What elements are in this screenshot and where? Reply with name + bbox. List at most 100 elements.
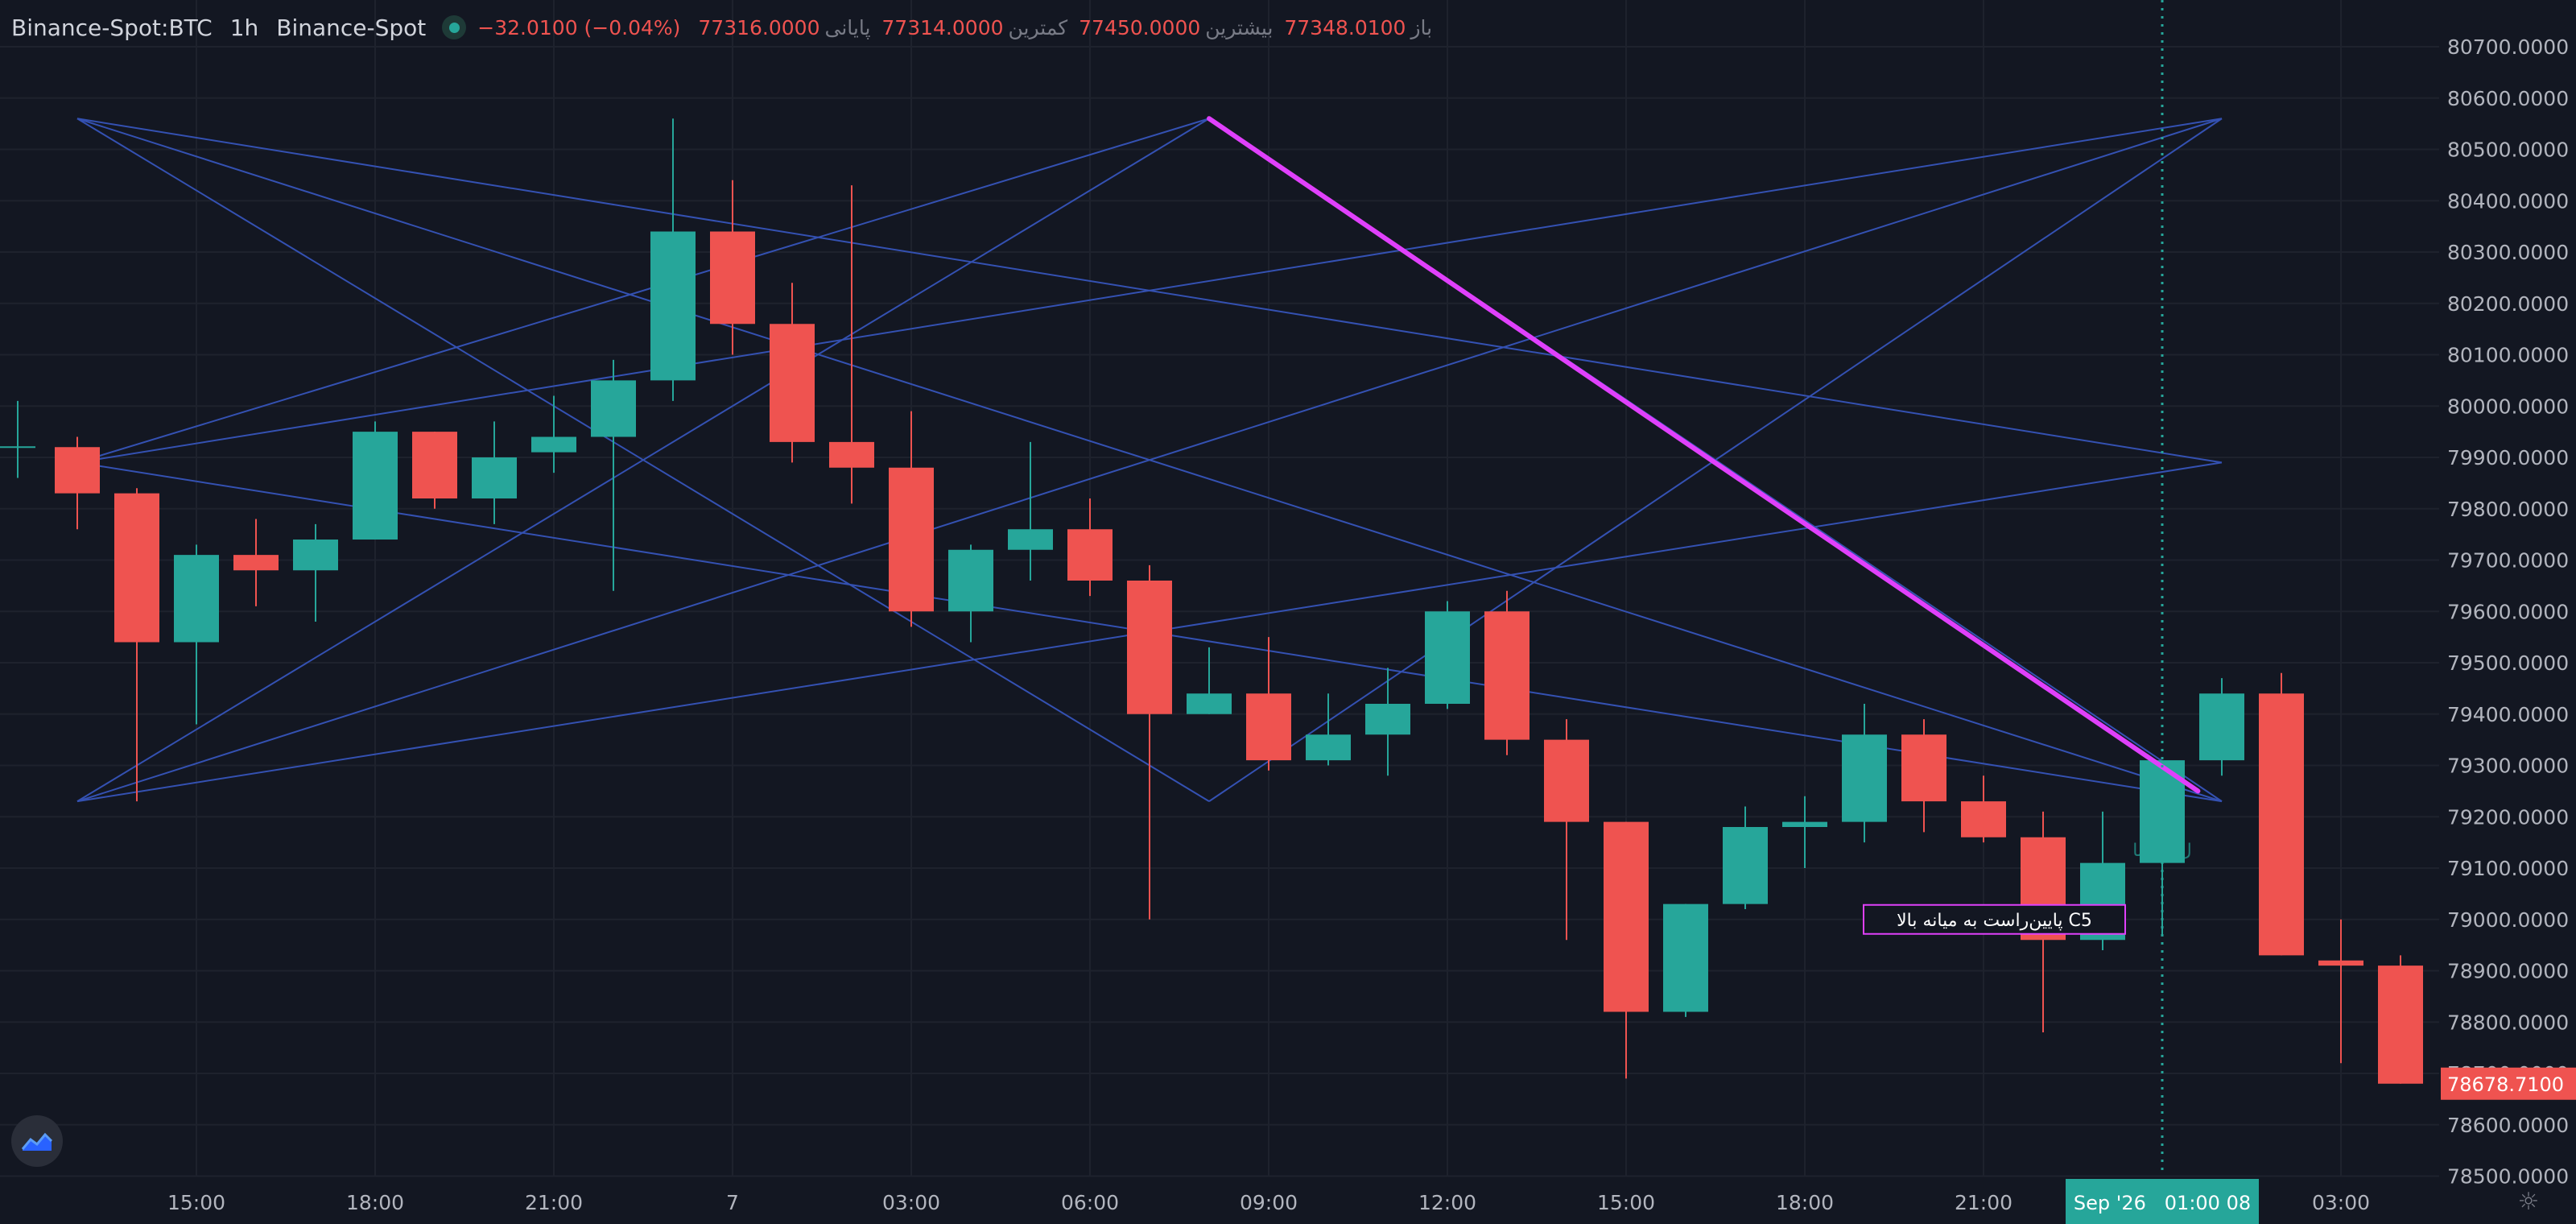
price-tick-label: 80700.0000: [2447, 35, 2569, 59]
candle: [1842, 704, 1887, 843]
change-value: −32.0100 (−0.04%): [477, 15, 681, 39]
price-axis[interactable]: 80700.0000 80600.0000 80500.0000 80400.0000…: [2447, 35, 2569, 1189]
candle-body: [2199, 693, 2244, 761]
candle-body: [1246, 693, 1291, 761]
candle-body: [2378, 966, 2423, 1084]
trend-line[interactable]: [1207, 116, 2201, 794]
candle-body: [1008, 529, 1053, 550]
price-tick-label: 80200.0000: [2447, 292, 2569, 316]
candle: [770, 283, 815, 463]
candle-body: [591, 380, 636, 437]
interval[interactable]: 1h: [229, 14, 259, 41]
time-tick-label: 18:00: [1776, 1191, 1834, 1214]
candle-body: [531, 436, 576, 453]
candle: [0, 400, 35, 478]
low-value: 77314.0000: [881, 15, 1004, 39]
pattern-line[interactable]: [76, 118, 1210, 464]
candle: [55, 436, 100, 530]
price-tick-label: 79700.0000: [2447, 549, 2569, 573]
time-tick-label: 12:00: [1418, 1191, 1476, 1214]
legend-header: Binance-Spot:BTC 1h Binance-Spot باز7734…: [11, 11, 1437, 43]
low-label: کمترین: [1008, 15, 1068, 39]
time-tick-label: 03:00: [2312, 1191, 2370, 1214]
pattern-line[interactable]: [76, 118, 2223, 803]
candle: [1246, 637, 1291, 771]
pattern-label-box[interactable]: [1863, 904, 2126, 935]
candle: [829, 185, 874, 504]
candle-body: [1842, 734, 1887, 822]
price-tick-label: 79600.0000: [2447, 600, 2569, 623]
candle-body: [2318, 960, 2363, 966]
candle-body: [710, 231, 755, 325]
candle: [1901, 719, 1946, 833]
price-tick-label: 80100.0000: [2447, 344, 2569, 367]
candle-body: [114, 493, 159, 643]
crosshair-time-label: Sep '26 01:00 08: [2074, 1192, 2251, 1214]
market-status-icon[interactable]: [442, 15, 467, 39]
candle: [531, 395, 576, 473]
symbol-name[interactable]: Binance-Spot:BTC: [11, 14, 213, 41]
pattern-line[interactable]: [1208, 118, 2223, 802]
signal-label: ل سیگنا: [2132, 840, 2192, 861]
candle-body: [1127, 581, 1172, 714]
candle: [1067, 498, 1113, 597]
pattern-label: پایین‌راست به میانه بالا C5: [1897, 911, 2092, 931]
last-price-label: 78678.7100: [2447, 1073, 2564, 1096]
high-label: بیشترین: [1205, 15, 1274, 39]
candle-body: [1067, 529, 1113, 581]
candle-body: [1365, 704, 1410, 735]
candle: [710, 180, 755, 355]
pattern-line[interactable]: [76, 118, 2223, 464]
price-tick-label: 80300.0000: [2447, 241, 2569, 264]
candle: [1544, 719, 1589, 941]
price-tick-label: 80000.0000: [2447, 395, 2569, 418]
annotations[interactable]: پایین‌راست به میانه بالا C5 ل سیگنا: [1863, 801, 2192, 935]
price-tick-label: 78600.0000: [2447, 1114, 2569, 1137]
trend-line-segment[interactable]: [1207, 116, 2201, 794]
candle-body: [889, 467, 934, 612]
tradingview-logo-icon[interactable]: [11, 1115, 63, 1167]
time-tick-label: 15:00: [167, 1191, 225, 1214]
gear-icon[interactable]: ☼: [2517, 1188, 2540, 1216]
candle: [293, 523, 338, 622]
harmonic-pattern-lines[interactable]: [76, 118, 2223, 803]
candle-body: [174, 555, 219, 643]
candle: [1306, 693, 1351, 766]
candle: [2199, 678, 2244, 776]
candle: [1782, 796, 1827, 868]
candle: [2378, 955, 2423, 1084]
pattern-line[interactable]: [76, 118, 1210, 802]
candle: [591, 359, 636, 591]
candle: [412, 432, 457, 509]
time-tick-label: 21:00: [525, 1191, 583, 1214]
time-axis[interactable]: 2:0015:0018:0021:00703:0006:0009:0012:00…: [0, 1191, 2370, 1214]
price-tick-label: 80500.0000: [2447, 139, 2569, 162]
time-tick-label: 03:00: [882, 1191, 940, 1214]
price-tick-label: 78800.0000: [2447, 1011, 2569, 1034]
time-tick-label: 06:00: [1061, 1191, 1119, 1214]
open-label: باز: [1410, 15, 1433, 39]
candle: [1604, 821, 1649, 1079]
candle-body: [1306, 734, 1351, 761]
candle-body: [1663, 904, 1708, 1012]
candle-body: [293, 540, 338, 571]
candle-body: [55, 447, 100, 494]
candle-body: [1723, 827, 1768, 904]
candle: [1365, 668, 1410, 776]
candle-body: [2259, 693, 2304, 956]
candle: [1008, 441, 1053, 581]
axis-badges: 78678.7100 Sep '26 01:00 08: [2066, 1067, 2576, 1224]
high-value: 77450.0000: [1079, 15, 1201, 39]
open-value: 77348.0100: [1284, 15, 1406, 39]
price-tick-label: 79300.0000: [2447, 755, 2569, 778]
price-tick-label: 80400.0000: [2447, 189, 2569, 213]
time-tick-label: 7: [726, 1191, 739, 1214]
price-tick-label: 79400.0000: [2447, 703, 2569, 726]
candle: [1187, 647, 1232, 714]
candle-body: [948, 549, 993, 612]
candles: [0, 118, 2423, 1084]
ohlc-values: باز77348.0100 بیشترین77450.0000 کمترین77…: [477, 16, 1437, 39]
candle: [174, 544, 219, 725]
time-tick-label: 21:00: [1955, 1191, 2013, 1214]
